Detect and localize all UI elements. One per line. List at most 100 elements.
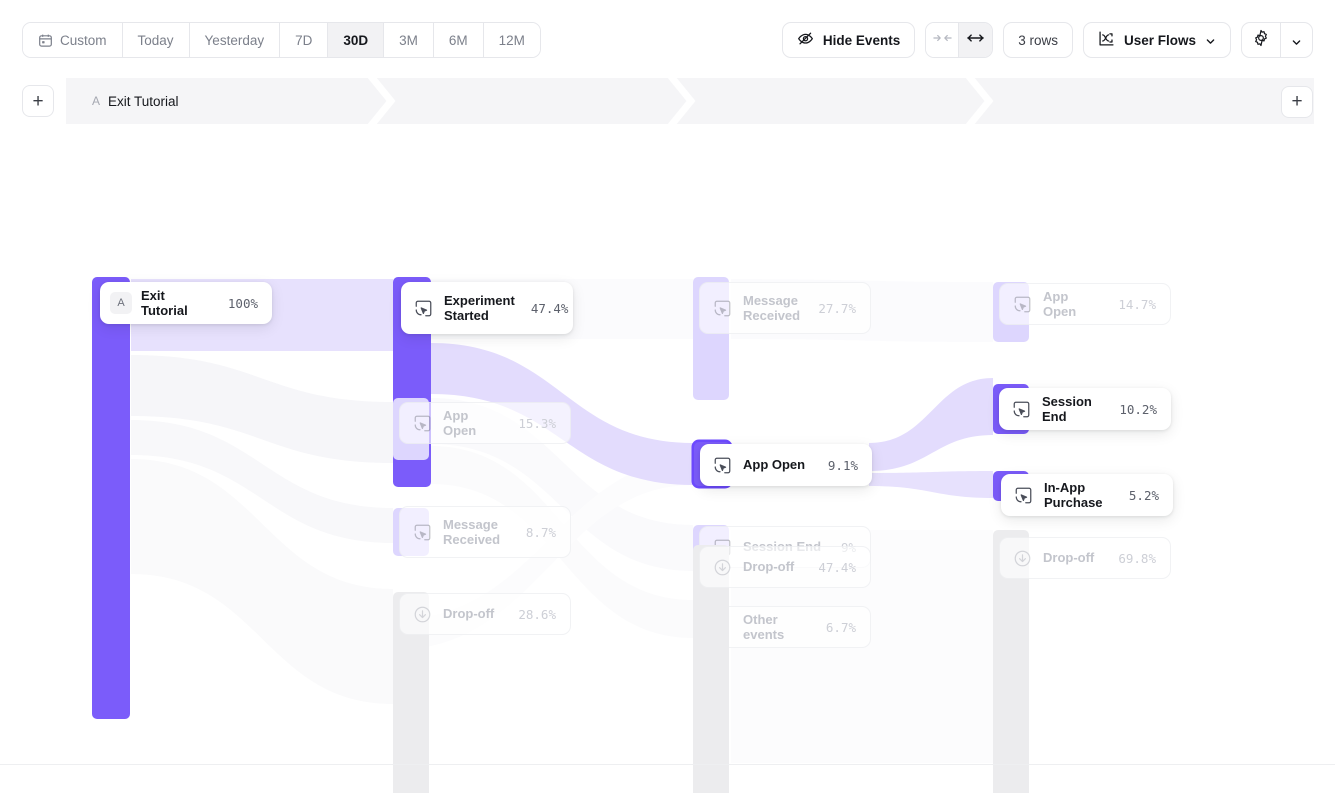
node-value: 8.7% xyxy=(525,524,556,540)
node-label: App Open xyxy=(443,407,477,438)
step-separator-2 xyxy=(667,78,696,124)
date-range-30d-label: 30D xyxy=(343,32,369,48)
settings-button[interactable] xyxy=(1242,23,1280,57)
date-range-6m[interactable]: 6M xyxy=(433,23,484,57)
add-step-left-button[interactable]: + xyxy=(22,85,54,117)
letter-a-badge: A xyxy=(110,292,132,314)
chevron-down-icon xyxy=(1205,35,1216,46)
bottom-divider xyxy=(0,764,1335,765)
collapse-horizontal-icon xyxy=(933,31,952,49)
settings-group xyxy=(1241,22,1313,58)
node-session-end-c3[interactable]: Session End 10.2% xyxy=(999,388,1171,430)
node-label: Message Received xyxy=(743,292,801,323)
node-value: 27.7% xyxy=(818,300,856,316)
ribbon-appopen-to-sessionend xyxy=(869,378,993,471)
node-app-open-c3: App Open 14.7% xyxy=(999,283,1171,325)
settings-dropdown-button[interactable] xyxy=(1280,23,1312,57)
date-range-7d-label: 7D xyxy=(295,32,313,48)
cursor-click-icon xyxy=(410,520,434,544)
date-range-custom[interactable]: Custom xyxy=(23,23,123,57)
dropoff-icon xyxy=(1010,546,1034,570)
ribbon-appopen-to-inapp xyxy=(869,471,993,498)
node-value: 15.3% xyxy=(518,415,556,431)
step-bar: + A Exit Tutorial xyxy=(22,78,1314,124)
node-label: Drop-off xyxy=(1043,550,1095,566)
date-range-custom-label: Custom xyxy=(60,32,107,48)
rows-label: 3 rows xyxy=(1018,32,1058,48)
collapse-horizontal-button[interactable] xyxy=(926,23,960,57)
date-range-yesterday-label: Yesterday xyxy=(204,32,265,48)
node-label: Message Received xyxy=(443,516,501,547)
cursor-click-icon xyxy=(411,296,435,320)
date-range-yesterday[interactable]: Yesterday xyxy=(189,23,281,57)
node-label: Exit Tutorial xyxy=(141,287,188,318)
step-track: A Exit Tutorial xyxy=(66,78,1314,124)
date-range-12m-label: 12M xyxy=(498,32,525,48)
node-value: 47.4% xyxy=(530,300,569,316)
node-value: 47.4% xyxy=(818,559,856,575)
hide-events-label: Hide Events xyxy=(822,32,901,48)
date-range-3m-label: 3M xyxy=(399,32,418,48)
view-type-label: User Flows xyxy=(1123,32,1196,48)
flow-chart-icon xyxy=(1098,30,1115,50)
step-first-label: Exit Tutorial xyxy=(108,93,179,109)
ribbon-exit-to-appopen xyxy=(131,355,393,463)
node-bar-exit-tutorial[interactable] xyxy=(92,277,130,719)
cursor-click-icon xyxy=(410,411,434,435)
node-experiment-started[interactable]: Experiment Started 47.4% xyxy=(401,282,573,334)
cursor-click-icon xyxy=(710,453,734,477)
date-range-30d[interactable]: 30D xyxy=(328,23,385,57)
dropoff-icon xyxy=(710,555,734,579)
step-separator-3 xyxy=(965,78,994,124)
view-type-selector[interactable]: User Flows xyxy=(1082,22,1231,58)
date-range-6m-label: 6M xyxy=(448,32,468,48)
step-first[interactable]: A Exit Tutorial xyxy=(92,78,179,124)
chevron-down-icon xyxy=(1291,35,1302,46)
add-step-right-button[interactable]: + xyxy=(1281,86,1313,118)
step-badge: A xyxy=(92,94,101,108)
node-value: 28.6% xyxy=(518,606,556,622)
node-value: 10.2% xyxy=(1119,401,1157,417)
cursor-click-icon xyxy=(710,296,734,320)
width-toggle-group xyxy=(925,22,994,58)
node-app-open-c2-selected[interactable]: App Open 9.1% xyxy=(700,444,872,486)
node-drop-off-c3: Drop-off 69.8% xyxy=(999,537,1171,579)
step-separator-1 xyxy=(367,78,396,124)
dropoff-icon xyxy=(410,602,434,626)
cursor-click-icon xyxy=(1011,483,1035,507)
cursor-click-icon xyxy=(1010,292,1034,316)
sankey-chart: A Exit Tutorial 100% Experiment Started … xyxy=(0,130,1335,793)
expand-horizontal-icon xyxy=(966,31,985,49)
node-exit-tutorial[interactable]: A Exit Tutorial 100% xyxy=(100,282,272,324)
date-range-selector[interactable]: Custom Today Yesterday 7D 30D 3M 6M 12M xyxy=(22,22,541,58)
date-range-today[interactable]: Today xyxy=(122,23,190,57)
rows-selector[interactable]: 3 rows xyxy=(1003,22,1073,58)
date-range-12m[interactable]: 12M xyxy=(483,23,540,57)
toolbar-actions: Hide Events xyxy=(781,22,1313,58)
node-app-open-c1: App Open 15.3% xyxy=(399,402,571,444)
date-range-7d[interactable]: 7D xyxy=(280,23,329,57)
node-label: App Open xyxy=(743,457,806,473)
node-in-app-purchase-c3[interactable]: In-App Purchase 5.2% xyxy=(1001,474,1173,516)
hide-events-button[interactable]: Hide Events xyxy=(781,22,916,58)
calendar-icon xyxy=(38,33,53,48)
cursor-click-icon xyxy=(1009,397,1033,421)
expand-horizontal-button[interactable] xyxy=(959,23,993,57)
ribbon-exit-to-dropoff xyxy=(131,459,393,704)
node-label: Other events xyxy=(743,611,785,642)
node-label: App Open xyxy=(1043,288,1077,319)
node-value: 9.1% xyxy=(827,457,858,473)
ribbon-exit-to-message xyxy=(131,420,393,543)
node-value: 14.7% xyxy=(1118,296,1156,312)
sankey-ribbons xyxy=(131,279,993,763)
date-range-3m[interactable]: 3M xyxy=(384,23,434,57)
node-message-received-c1: Message Received 8.7% xyxy=(399,506,571,558)
eye-slash-icon xyxy=(797,30,814,50)
node-label: In-App Purchase xyxy=(1044,479,1103,510)
toolbar: Custom Today Yesterday 7D 30D 3M 6M 12M xyxy=(0,0,1335,80)
node-label: Drop-off xyxy=(743,559,795,575)
node-value: 5.2% xyxy=(1128,487,1159,503)
node-value: 6.7% xyxy=(825,619,856,635)
node-label: Session End xyxy=(1042,393,1092,424)
